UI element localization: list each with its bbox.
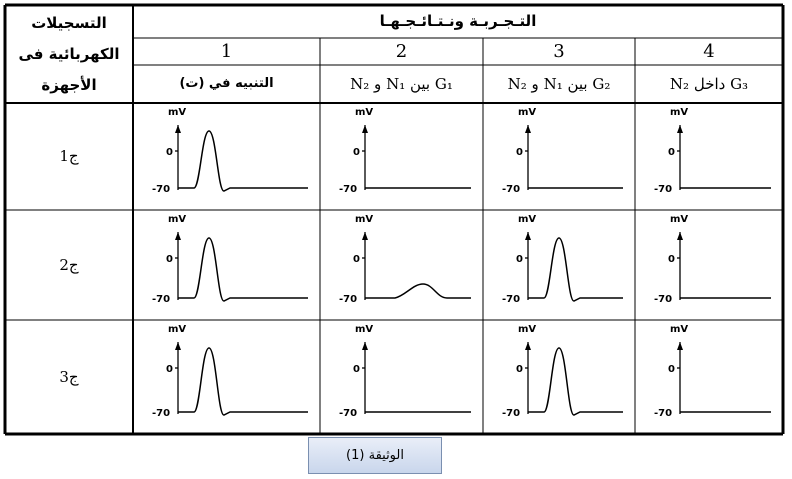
row-label: ج3 <box>59 368 79 386</box>
graph-unit: mV <box>670 107 688 118</box>
graph-rest: -70 <box>502 408 520 419</box>
side-header: الأجهزة <box>41 76 97 94</box>
column-label: G₃ داخل N₂ <box>669 75 749 93</box>
side-header: التسجيلات <box>31 14 107 32</box>
graph-unit: mV <box>168 214 186 225</box>
graph-zero: 0 <box>353 147 360 158</box>
graph-unit: mV <box>518 107 536 118</box>
row-label: ج1 <box>59 147 79 165</box>
graph-rest: -70 <box>339 184 357 195</box>
graph-rest: -70 <box>502 294 520 305</box>
graph-zero: 0 <box>668 254 675 265</box>
graph-zero: 0 <box>516 254 523 265</box>
graph-zero: 0 <box>353 364 360 375</box>
graph-unit: mV <box>355 214 373 225</box>
graph-rest: -70 <box>152 184 170 195</box>
column-number: 2 <box>395 41 408 62</box>
graph-rest: -70 <box>654 184 672 195</box>
graph-unit: mV <box>355 324 373 335</box>
graph-rest: -70 <box>654 294 672 305</box>
graph-zero: 0 <box>166 254 173 265</box>
graph-unit: mV <box>518 324 536 335</box>
graph-zero: 0 <box>668 147 675 158</box>
recording-curve <box>178 130 308 192</box>
graph-unit: mV <box>355 107 373 118</box>
graph-zero: 0 <box>516 147 523 158</box>
recording-curve <box>528 237 623 302</box>
graph-rest: -70 <box>339 408 357 419</box>
graph-rest: -70 <box>654 408 672 419</box>
graph-unit: mV <box>168 107 186 118</box>
graph-unit: mV <box>670 214 688 225</box>
graph-zero: 0 <box>668 364 675 375</box>
recording-curve <box>528 347 623 416</box>
graph-unit: mV <box>670 324 688 335</box>
graph-zero: 0 <box>353 254 360 265</box>
row-label: ج2 <box>59 256 79 274</box>
column-label: G₁ بين N₁ و N₂ <box>350 75 453 93</box>
graph-zero: 0 <box>166 147 173 158</box>
column-label: التنبيه في (ت) <box>179 76 274 91</box>
graph-unit: mV <box>168 324 186 335</box>
graph-rest: -70 <box>152 294 170 305</box>
caption: الوثيقة (1) <box>308 437 442 474</box>
graph-unit: mV <box>518 214 536 225</box>
recording-curve <box>178 347 308 416</box>
column-number: 4 <box>703 41 715 62</box>
graph-rest: -70 <box>502 184 520 195</box>
recording-curve <box>178 237 308 302</box>
table-title: التـجـربـة ونـتـائـجـهـا <box>379 12 537 30</box>
graph-zero: 0 <box>516 364 523 375</box>
graph-zero: 0 <box>166 364 173 375</box>
side-header: الكهربائية فى <box>18 45 120 63</box>
column-number: 1 <box>220 41 233 62</box>
graph-rest: -70 <box>339 294 357 305</box>
column-label: G₂ بين N₁ و N₂ <box>507 75 611 93</box>
recording-curve <box>365 283 471 299</box>
graph-rest: -70 <box>152 408 170 419</box>
column-number: 3 <box>553 41 565 62</box>
